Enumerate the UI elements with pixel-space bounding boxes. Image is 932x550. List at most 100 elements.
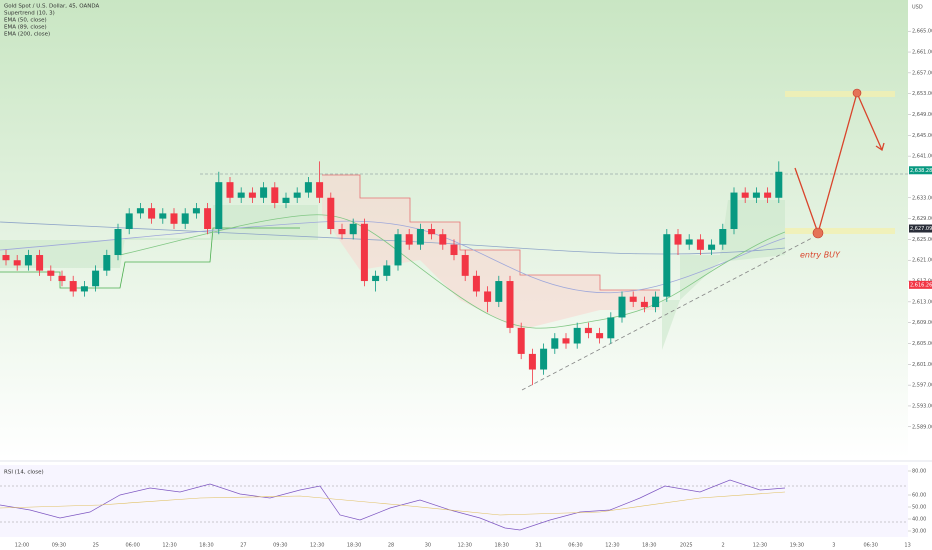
x-tick-label: 12:30 bbox=[605, 543, 619, 549]
rsi-line bbox=[0, 479, 786, 531]
candle-body bbox=[596, 333, 604, 339]
y-tick-label: 2,633.000 bbox=[912, 195, 932, 201]
y-tick-label: 2,641.000 bbox=[912, 154, 932, 160]
candle-body bbox=[652, 296, 660, 308]
candle-body bbox=[360, 223, 368, 282]
x-tick-label: 06:30 bbox=[863, 543, 877, 549]
rsi-tick-label: 40.00 bbox=[912, 517, 926, 523]
rsi-tick-label: 60.00 bbox=[912, 493, 926, 499]
entry-point bbox=[812, 227, 824, 239]
candle-body bbox=[103, 255, 111, 271]
x-tick-label: 12:30 bbox=[310, 543, 324, 549]
candle-body bbox=[148, 208, 156, 219]
currency: USD bbox=[912, 5, 923, 11]
support-zone bbox=[785, 228, 895, 234]
candle-body bbox=[506, 281, 514, 328]
candle-body bbox=[461, 255, 469, 276]
symbol-title: Gold Spot / U.S. Dollar, 45, OANDA bbox=[4, 4, 100, 10]
candle-body bbox=[663, 234, 671, 297]
y-tick-label: 2,601.000 bbox=[912, 362, 932, 368]
candle-body bbox=[383, 265, 391, 276]
x-tick-label: 06:00 bbox=[125, 543, 139, 549]
candle-body bbox=[327, 197, 335, 229]
x-tick-label: 18:30 bbox=[642, 543, 656, 549]
price-axis bbox=[908, 0, 932, 550]
candle-body bbox=[551, 338, 559, 349]
y-tick-label: 2,597.000 bbox=[912, 383, 932, 389]
x-tick-label: 13 bbox=[904, 543, 910, 549]
candle-body bbox=[24, 255, 32, 266]
x-tick-label: 31 bbox=[535, 543, 541, 549]
price-label: 2,638.284 bbox=[910, 168, 932, 174]
arrow-head bbox=[875, 142, 885, 152]
supertrend-fill-up2 bbox=[662, 200, 785, 350]
candle-body bbox=[484, 291, 492, 302]
candle-body bbox=[13, 260, 21, 266]
rsi-tick-label: 50.00 bbox=[912, 505, 926, 511]
candle-body bbox=[136, 208, 144, 214]
supertrend-fill-down bbox=[322, 175, 660, 330]
y-tick-label: 2,645.000 bbox=[912, 133, 932, 139]
y-tick-label: 2,657.000 bbox=[912, 70, 932, 76]
y-tick-label: 2,653.000 bbox=[912, 91, 932, 97]
x-tick-label: 09:30 bbox=[52, 543, 66, 549]
candle-body bbox=[416, 229, 424, 245]
candle-body bbox=[58, 275, 66, 282]
x-tick-label: 27 bbox=[240, 543, 246, 549]
candle-body bbox=[394, 234, 402, 266]
annotation: entry BUY bbox=[800, 251, 841, 260]
candle-body bbox=[428, 229, 436, 235]
indicator: EMA (200, close) bbox=[4, 32, 50, 38]
indicator: EMA (50, close) bbox=[4, 18, 47, 24]
x-tick-label: 30 bbox=[425, 543, 431, 549]
candle-body bbox=[618, 296, 626, 318]
candle-body bbox=[528, 353, 536, 370]
candle-body bbox=[260, 187, 268, 198]
candle-body bbox=[159, 213, 167, 219]
x-tick-label: 2025 bbox=[680, 543, 693, 549]
rsi-tick-label: 30.00 bbox=[912, 529, 926, 535]
price-label: 2,616.269 bbox=[910, 282, 932, 288]
x-tick-label: 28 bbox=[388, 543, 394, 549]
x-tick-label: 12:30 bbox=[458, 543, 472, 549]
supertrend-up bbox=[0, 227, 300, 289]
candle-body bbox=[181, 213, 189, 224]
indicator: Supertrend (10, 3) bbox=[4, 11, 55, 17]
projection-arrow bbox=[794, 91, 883, 236]
y-tick-label: 2,621.000 bbox=[912, 258, 932, 264]
candle-body bbox=[517, 327, 525, 354]
x-tick-label: 12:00 bbox=[15, 543, 29, 549]
candle-body bbox=[293, 192, 301, 198]
x-tick-label: 19:30 bbox=[790, 543, 804, 549]
candle-body bbox=[775, 171, 783, 198]
x-tick-label: 25 bbox=[93, 543, 99, 549]
target-zone bbox=[785, 91, 895, 97]
candle-body bbox=[2, 255, 10, 261]
candle-body bbox=[629, 296, 637, 302]
y-tick-label: 2,665.000 bbox=[912, 29, 932, 35]
candle-body bbox=[719, 229, 727, 245]
candle-body bbox=[170, 213, 178, 224]
candle-body bbox=[372, 275, 380, 282]
candle-body bbox=[708, 244, 716, 250]
supertrend-fill-up bbox=[0, 205, 318, 268]
candle-body bbox=[584, 327, 592, 334]
trend-line bbox=[521, 237, 813, 391]
candle-body bbox=[752, 192, 760, 198]
candle-body bbox=[405, 234, 413, 245]
rsi-title: RSI (14, close) bbox=[4, 470, 44, 476]
candle-body bbox=[282, 197, 290, 203]
candle-body bbox=[450, 244, 458, 256]
candle-body bbox=[36, 255, 44, 271]
candle-body bbox=[338, 229, 346, 235]
ema-89 bbox=[0, 220, 786, 294]
price-label-bg bbox=[909, 224, 932, 233]
target-point bbox=[852, 88, 862, 98]
x-tick-label: 12:30 bbox=[162, 543, 176, 549]
x-tick-label: 09:30 bbox=[273, 543, 287, 549]
candle-body bbox=[69, 281, 77, 292]
candle-body bbox=[192, 208, 200, 214]
price-label: 2,627.094 bbox=[910, 226, 932, 232]
candle-body bbox=[226, 182, 234, 198]
